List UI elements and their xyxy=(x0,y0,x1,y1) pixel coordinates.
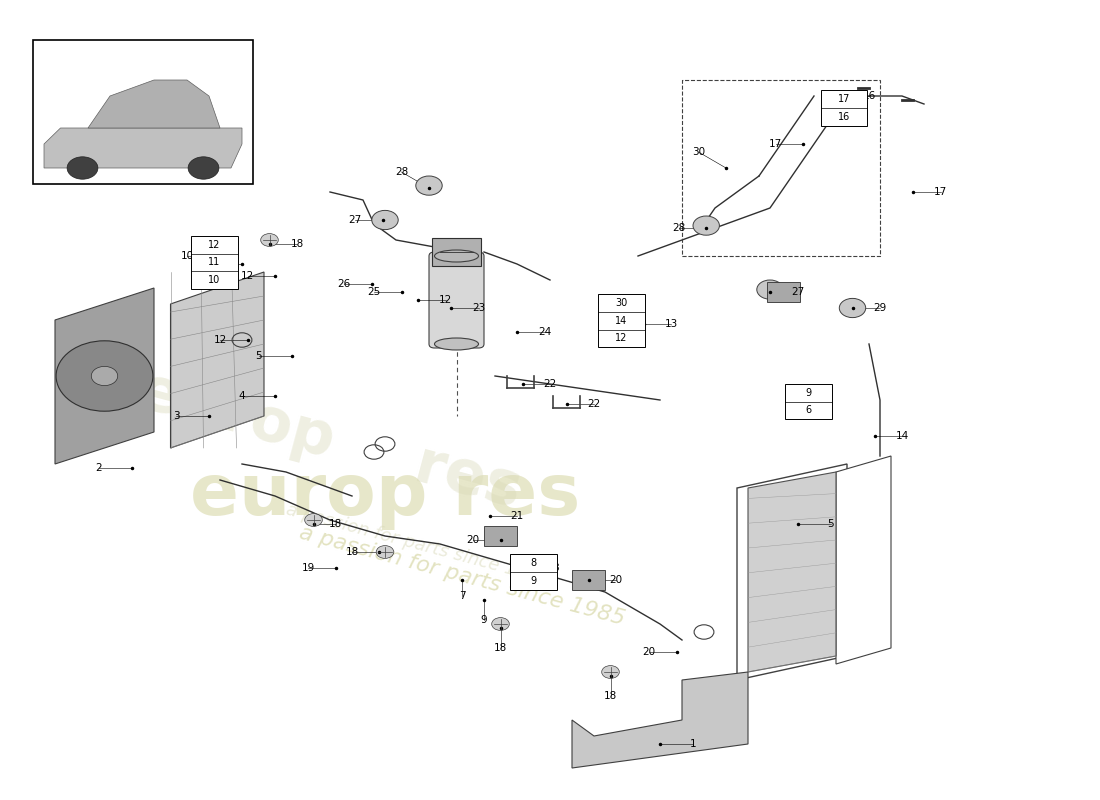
Text: 12: 12 xyxy=(439,295,452,305)
Polygon shape xyxy=(88,80,220,128)
Circle shape xyxy=(693,216,719,235)
Text: 12: 12 xyxy=(208,240,221,250)
Text: 23: 23 xyxy=(472,303,485,313)
Text: a passion for parts since 1985: a passion for parts since 1985 xyxy=(297,523,627,629)
Text: 12: 12 xyxy=(213,335,227,345)
Bar xyxy=(767,282,800,302)
Text: 20: 20 xyxy=(466,535,480,545)
Polygon shape xyxy=(55,288,154,464)
Circle shape xyxy=(261,234,278,246)
Text: 26: 26 xyxy=(338,279,351,289)
Text: 22: 22 xyxy=(543,379,557,389)
Bar xyxy=(598,294,645,347)
Text: 16: 16 xyxy=(837,112,850,122)
Text: 29: 29 xyxy=(873,303,887,313)
Polygon shape xyxy=(170,272,264,448)
Circle shape xyxy=(492,618,509,630)
Text: 18: 18 xyxy=(345,547,359,557)
FancyBboxPatch shape xyxy=(429,252,484,348)
Text: 20: 20 xyxy=(642,647,656,657)
Text: 11: 11 xyxy=(208,259,221,269)
Text: 17: 17 xyxy=(934,187,947,197)
Text: 27: 27 xyxy=(349,215,362,225)
Text: 27: 27 xyxy=(791,287,804,297)
Text: 9: 9 xyxy=(530,576,537,586)
Bar xyxy=(821,90,867,126)
Text: 9: 9 xyxy=(481,615,487,625)
Text: 14: 14 xyxy=(895,431,909,441)
Text: 12: 12 xyxy=(241,271,254,281)
Text: 16: 16 xyxy=(862,91,876,101)
Bar xyxy=(432,238,481,266)
Text: 8: 8 xyxy=(552,563,559,573)
Bar xyxy=(572,570,605,590)
Text: 7: 7 xyxy=(459,591,465,601)
Text: 10: 10 xyxy=(208,275,221,285)
Text: 11: 11 xyxy=(208,258,221,267)
Polygon shape xyxy=(737,464,847,680)
Polygon shape xyxy=(44,128,242,168)
Bar xyxy=(785,384,832,419)
Text: 18: 18 xyxy=(494,643,507,653)
Bar xyxy=(682,80,880,256)
Ellipse shape xyxy=(434,338,478,350)
Bar xyxy=(191,236,238,289)
Text: 12: 12 xyxy=(615,334,628,343)
FancyBboxPatch shape xyxy=(33,40,253,184)
Text: 5: 5 xyxy=(827,519,834,529)
Text: 14: 14 xyxy=(615,316,628,326)
Text: 21: 21 xyxy=(510,511,524,521)
Text: a passion for parts since 1985: a passion for parts since 1985 xyxy=(285,500,551,588)
Ellipse shape xyxy=(434,250,478,262)
Text: 17: 17 xyxy=(837,94,850,104)
Text: 3: 3 xyxy=(173,411,179,421)
Circle shape xyxy=(757,280,783,299)
Circle shape xyxy=(839,298,866,318)
Circle shape xyxy=(372,210,398,230)
Text: 22: 22 xyxy=(587,399,601,409)
Text: europ res: europ res xyxy=(190,462,580,530)
Text: 24: 24 xyxy=(538,327,551,337)
Bar xyxy=(510,554,557,590)
Text: 18: 18 xyxy=(329,519,342,529)
Text: 8: 8 xyxy=(530,558,537,568)
Text: 1: 1 xyxy=(690,739,696,749)
Bar xyxy=(484,526,517,546)
Text: 17: 17 xyxy=(769,139,782,149)
Circle shape xyxy=(67,157,98,179)
Text: 18: 18 xyxy=(604,691,617,701)
Circle shape xyxy=(602,666,619,678)
Text: 9: 9 xyxy=(805,388,812,398)
Polygon shape xyxy=(748,472,836,672)
Circle shape xyxy=(376,546,394,558)
Text: 13: 13 xyxy=(664,319,678,329)
Text: 6: 6 xyxy=(805,406,812,415)
Circle shape xyxy=(305,514,322,526)
Text: 28: 28 xyxy=(395,167,408,177)
Polygon shape xyxy=(572,672,748,768)
Text: 2: 2 xyxy=(96,463,102,473)
Text: 25: 25 xyxy=(367,287,381,297)
Circle shape xyxy=(416,176,442,195)
Text: 5: 5 xyxy=(255,351,262,361)
Text: 18: 18 xyxy=(290,239,304,249)
Text: 28: 28 xyxy=(672,223,685,233)
Text: 30: 30 xyxy=(615,298,628,308)
Circle shape xyxy=(188,157,219,179)
Text: 20: 20 xyxy=(609,575,623,585)
Text: europ    res: europ res xyxy=(132,361,528,519)
Text: 4: 4 xyxy=(239,391,245,401)
Circle shape xyxy=(91,366,118,386)
Text: 10: 10 xyxy=(180,251,194,261)
Text: 19: 19 xyxy=(301,563,315,573)
Text: 30: 30 xyxy=(692,147,705,157)
Polygon shape xyxy=(836,456,891,664)
Circle shape xyxy=(56,341,153,411)
